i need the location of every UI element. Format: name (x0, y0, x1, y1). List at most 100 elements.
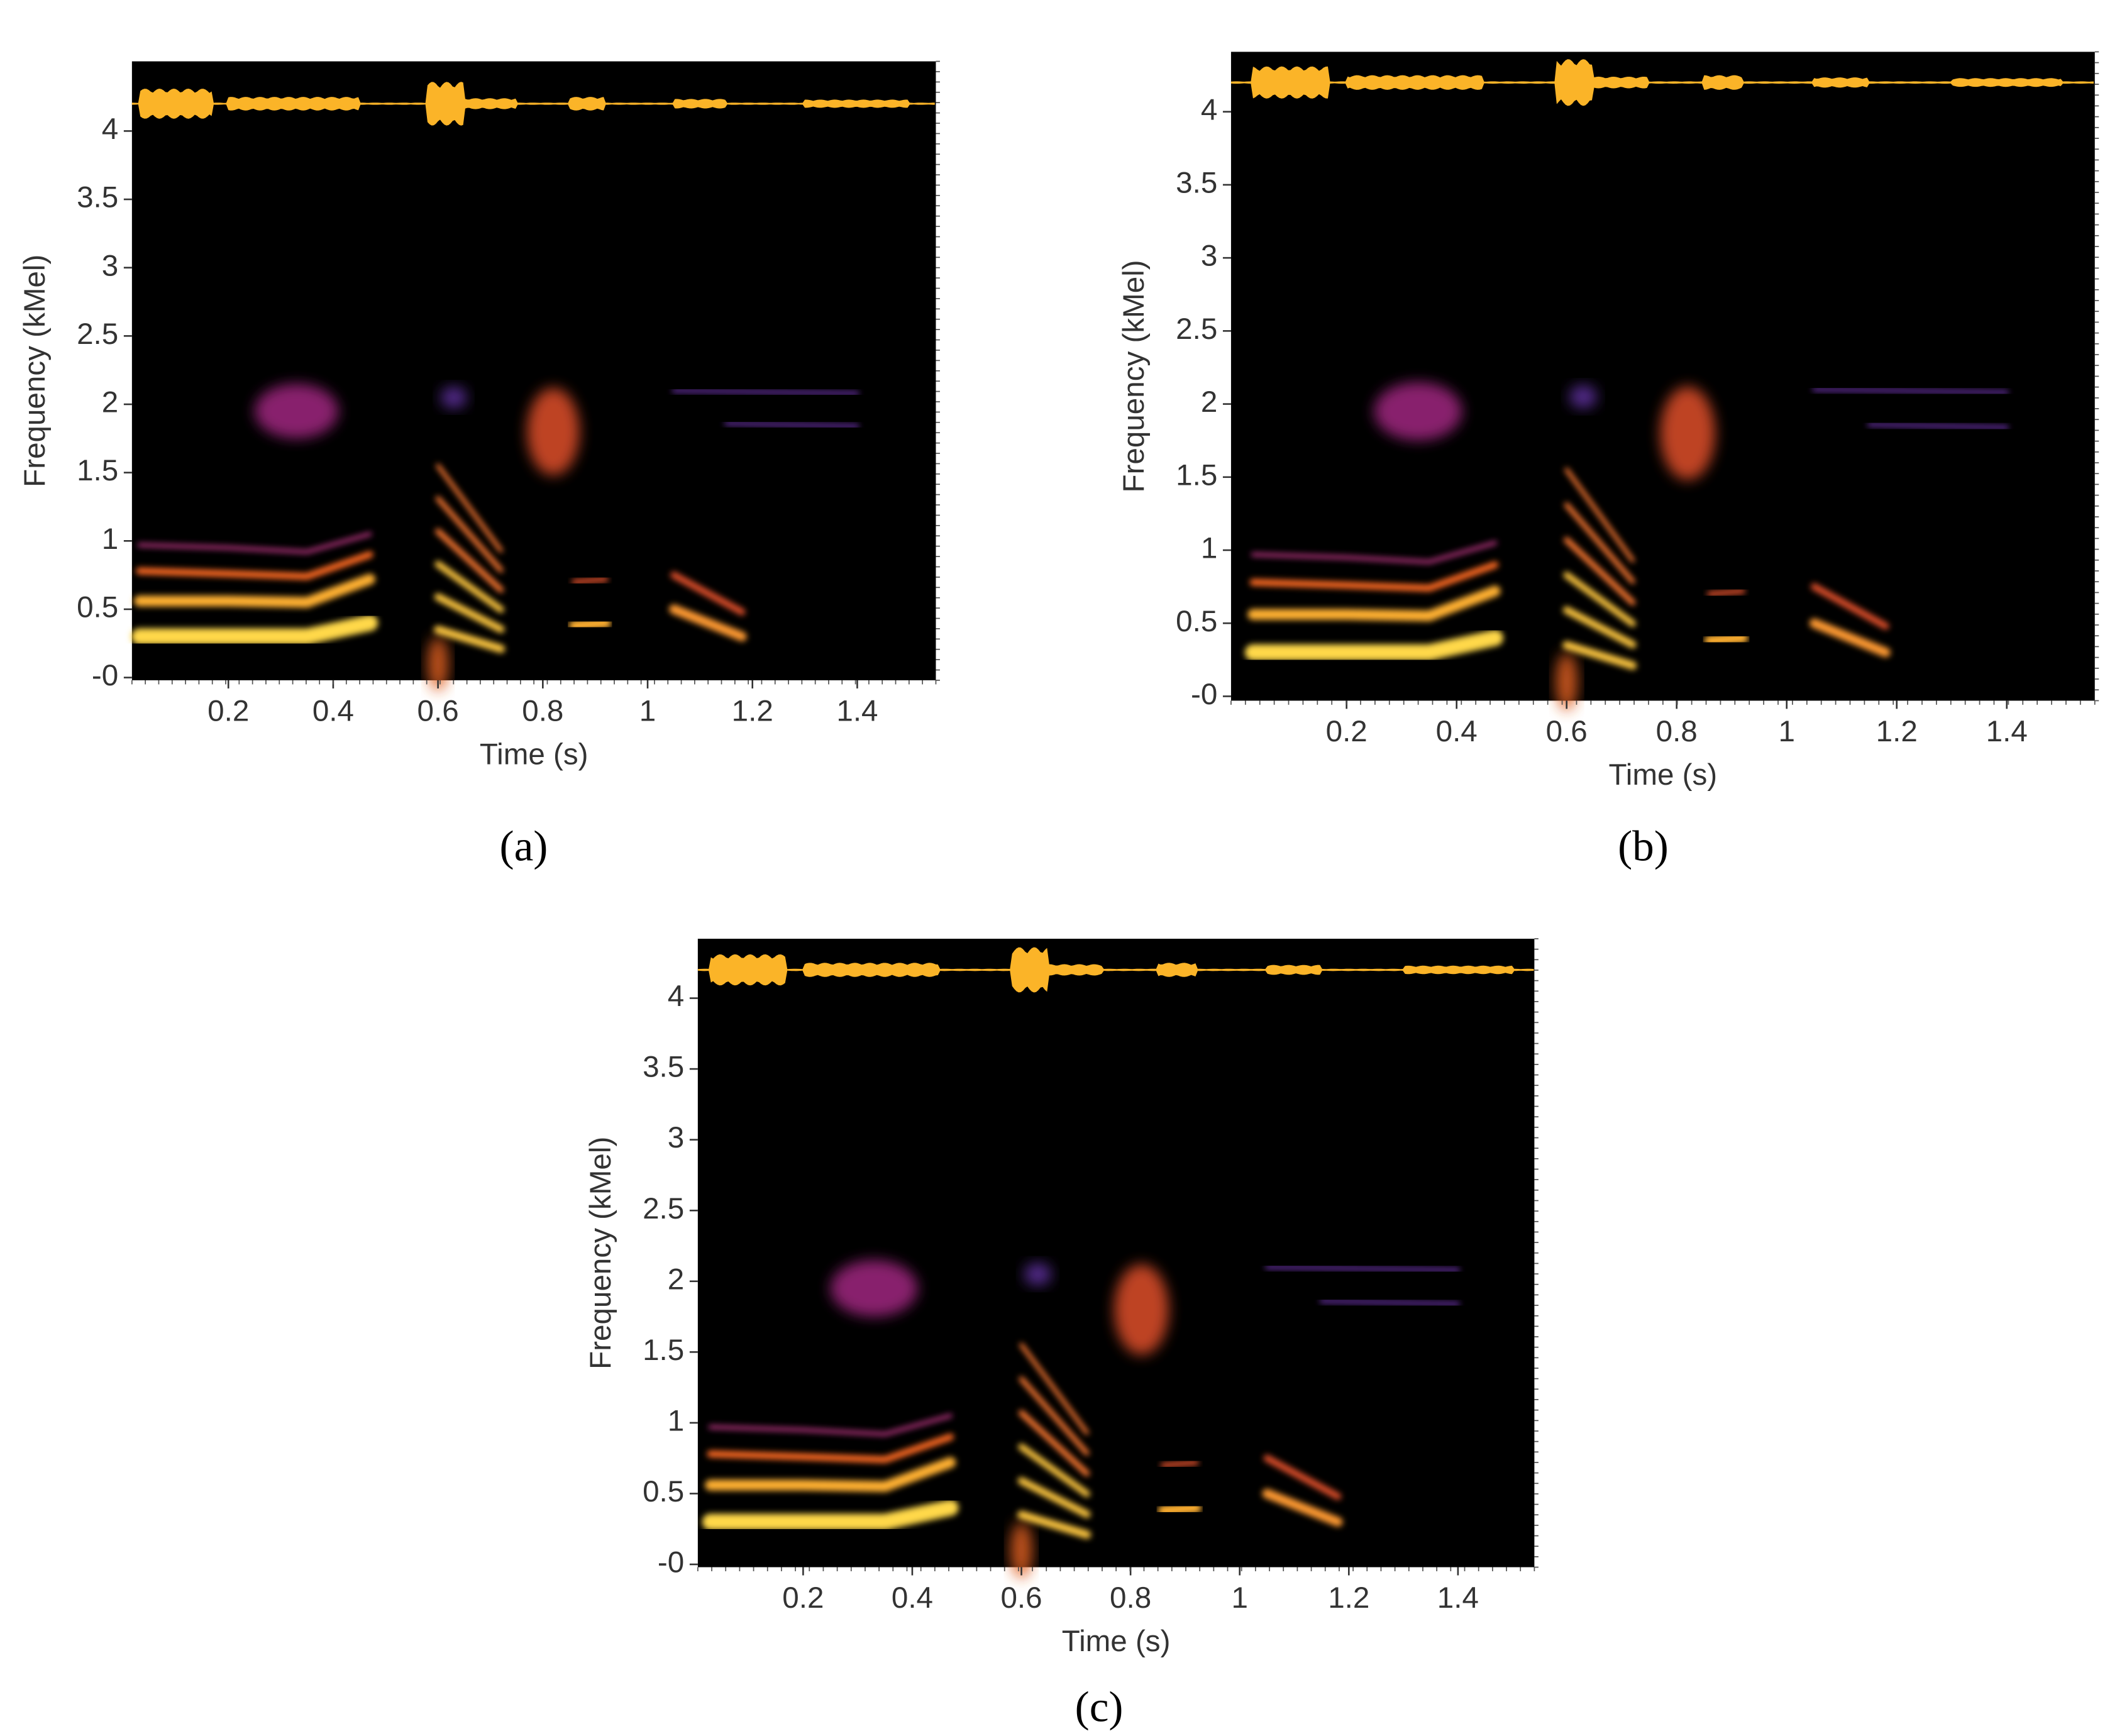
harmonic (133, 573, 375, 608)
harmonic (1704, 632, 1749, 646)
x-axis-label: Time (s) (1609, 758, 1718, 792)
x-axis-label: Time (s) (1062, 1625, 1171, 1658)
y-tick-label: 3.5 (1176, 167, 1217, 200)
x-tick-label: 0.6 (1000, 1581, 1042, 1615)
y-tick-label: 0.5 (77, 591, 118, 624)
y-tick-label: 2.5 (1176, 312, 1217, 346)
y-tick-label: 1.5 (1176, 458, 1217, 492)
harmonic (1244, 629, 1503, 661)
y-tick-label: -0 (1191, 678, 1217, 711)
energy-blob (1660, 386, 1715, 480)
formant-sweep (1563, 572, 1636, 627)
y-tick-label: 1.5 (643, 1334, 684, 1367)
formant-sweep (1562, 606, 1637, 648)
y-axis-label: Frequency (kMel) (584, 1137, 617, 1369)
x-tick-label: 1 (1778, 715, 1794, 748)
energy-blob (1569, 385, 1597, 409)
harmonic (707, 1434, 954, 1463)
energy-blob (254, 384, 339, 439)
harmonic (669, 604, 747, 641)
y-tick-label: 4 (102, 113, 118, 146)
formant-sweep (1564, 537, 1636, 605)
y-tick-label: 3.5 (643, 1051, 684, 1084)
spectrogram (131, 82, 942, 692)
harmonic (1160, 1459, 1199, 1468)
harmonic (1158, 1502, 1202, 1517)
y-tick-label: 4 (1201, 93, 1217, 126)
y-tick-label: 1 (1201, 532, 1217, 565)
harmonic (572, 576, 609, 585)
harmonic (724, 421, 859, 429)
plot-background (131, 61, 936, 680)
harmonic (1251, 541, 1498, 564)
y-tick-label: -0 (658, 1546, 684, 1579)
formant-sweep (1564, 467, 1635, 563)
y-tick-label: 2.5 (77, 318, 118, 351)
formant-sweep (434, 561, 504, 613)
harmonic (1263, 1454, 1342, 1500)
spectrogram (697, 947, 1545, 1579)
harmonic (1706, 588, 1746, 597)
y-tick-label: 3 (668, 1121, 684, 1154)
formant-sweep (434, 626, 506, 653)
harmonic (1319, 1299, 1461, 1307)
panel-label: (c) (1075, 1683, 1124, 1731)
y-tick-label: 4 (668, 980, 684, 1013)
y-tick-label: 3.5 (77, 181, 118, 214)
x-tick-label: 0.8 (1110, 1581, 1151, 1615)
panel: 0.2 0.4 0.6 0.8 1 1.2 1.4 -0 0.5 1 1.5 2 2.5 3 3.5 4 Tim… (1117, 51, 2099, 870)
panel-label: (a) (500, 821, 548, 870)
panel: 0.2 0.4 0.6 0.8 1 1.2 1.4 -0 0.5 1 1.5 2 2.5 3 3.5 4 Tim… (584, 938, 1545, 1731)
harmonic (1867, 422, 2009, 430)
x-tick-label: 0.8 (522, 694, 563, 727)
energy-blob (1024, 1263, 1052, 1286)
x-tick-label: 0.2 (207, 694, 249, 727)
x-tick-label: 1 (639, 694, 656, 727)
x-tick-label: 0.2 (782, 1581, 824, 1615)
y-tick-label: 2.5 (643, 1192, 684, 1225)
harmonic (131, 614, 379, 645)
harmonic (702, 1499, 959, 1530)
y-tick-label: 3 (102, 249, 118, 282)
y-tick-label: -0 (92, 659, 118, 692)
formant-sweep (1018, 1443, 1090, 1498)
formant-sweep (1564, 502, 1635, 584)
formant-sweep (1017, 1510, 1091, 1539)
y-axis-label: Frequency (kMel) (18, 255, 52, 487)
formant-sweep (1018, 1410, 1090, 1477)
y-axis-label: Frequency (kMel) (1117, 260, 1151, 492)
y-tick-label: 3 (1201, 240, 1217, 273)
energy-blob (427, 636, 449, 692)
formant-sweep (435, 496, 504, 573)
harmonic (671, 389, 859, 395)
panel: 0.2 0.4 0.6 0.8 1 1.2 1.4 -0 0.5 1 1.5 2 2.5 3 3.5 4 Tim… (18, 60, 942, 870)
harmonic (137, 532, 372, 554)
plot-background (697, 939, 1535, 1567)
x-tick-label: 0.6 (1546, 715, 1588, 748)
formant-sweep (1017, 1477, 1091, 1518)
y-tick-label: 2 (1201, 385, 1217, 419)
harmonic (670, 572, 746, 616)
y-tick-label: 1 (102, 522, 118, 556)
x-tick-label: 0.4 (1436, 715, 1478, 748)
waveform (1230, 59, 2094, 106)
harmonic (1247, 585, 1501, 622)
formant-sweep (1562, 641, 1637, 670)
energy-blob (830, 1260, 918, 1317)
y-tick-label: 0.5 (1176, 605, 1217, 638)
y-tick-label: 1 (668, 1404, 684, 1437)
x-tick-label: 0.6 (417, 694, 459, 727)
harmonic (1264, 1265, 1461, 1273)
y-tick-label: 0.5 (643, 1475, 684, 1508)
harmonic (705, 1457, 956, 1492)
plot-background (1230, 52, 2095, 701)
y-tick-label: 2 (102, 386, 118, 419)
harmonic (708, 1413, 953, 1437)
energy-blob (527, 387, 580, 475)
harmonic (136, 551, 373, 580)
energy-blob (1556, 652, 1578, 711)
formant-sweep (434, 593, 505, 633)
energy-blob (1010, 1522, 1032, 1579)
energy-blob (440, 386, 467, 409)
